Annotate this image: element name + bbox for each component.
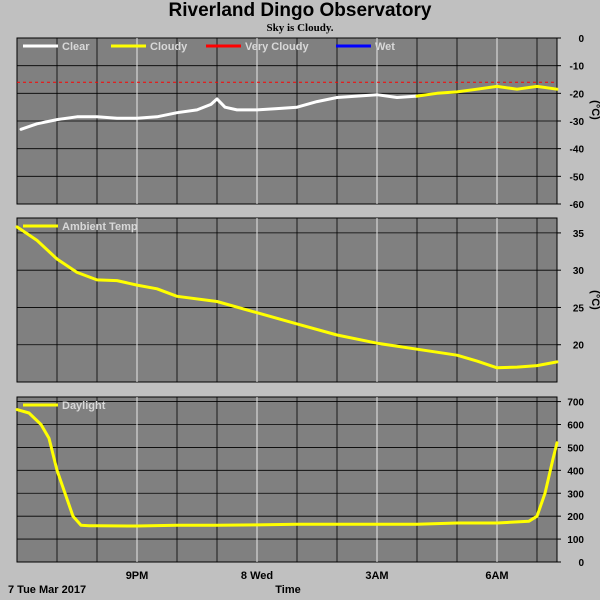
- y-axis-unit-label: (°C): [589, 100, 600, 120]
- y-tick-label: 200: [567, 512, 584, 523]
- y-tick-label: -40: [570, 145, 585, 156]
- chart-title: Riverland Dingo Observatory: [168, 0, 432, 21]
- y-tick-label: 300: [567, 489, 584, 500]
- y-tick-label: -30: [570, 117, 585, 128]
- y-tick-label: -10: [570, 62, 585, 73]
- y-tick-label: 0: [578, 558, 584, 569]
- y-tick-label: -50: [570, 172, 585, 183]
- x-start-label: 7 Tue Mar 2017: [8, 584, 86, 596]
- series-line-daylight: [15, 408, 559, 528]
- y-tick-label: -20: [570, 89, 585, 100]
- ambient-temperature-panel: 35 30 25 20 Ambient Temp (°C): [15, 217, 600, 383]
- plot-area: [16, 217, 558, 383]
- legend-label: Daylight: [62, 400, 106, 412]
- daylight-panel: 700 600 500 400 300 200 100 0 Daylight: [15, 396, 584, 569]
- legend-label: Clear: [62, 41, 90, 53]
- series-line-cloudy: [415, 84, 559, 98]
- x-tick-label: 8 Wed: [241, 570, 273, 582]
- y-tick-label: 600: [567, 421, 584, 432]
- y-tick-label: 20: [573, 341, 585, 352]
- plot-area: [16, 396, 558, 563]
- x-tick-label: 9PM: [126, 570, 149, 582]
- legend-label: Ambient Temp: [62, 221, 138, 233]
- time-axis: 7 Tue Mar 2017 Time 9PM 8 Wed 3AM 6AM: [8, 570, 509, 596]
- y-tick-label: 700: [567, 398, 584, 409]
- x-tick-label: 3AM: [365, 570, 388, 582]
- legend-label: Wet: [375, 41, 395, 53]
- y-tick-label: 0: [578, 34, 584, 45]
- x-tick-label: 6AM: [485, 570, 508, 582]
- y-axis-unit-label: (°C): [589, 290, 600, 310]
- y-tick-label: 400: [567, 466, 584, 477]
- chart-subtitle: Sky is Cloudy.: [266, 22, 334, 34]
- sky-temperature-panel: 0 -10 -20 -30 -40 -50 -60 Clear Cloudy Very Cloud…: [16, 34, 600, 211]
- y-tick-label: 500: [567, 443, 584, 454]
- y-tick-label: 30: [573, 266, 585, 277]
- series-line-ambient-temp: [15, 225, 559, 370]
- y-tick-label: -60: [570, 200, 585, 211]
- legend-label: Very Cloudy: [245, 41, 309, 53]
- y-tick-label: 25: [573, 303, 585, 314]
- series-line-clear: [19, 93, 419, 131]
- x-axis-title: Time: [275, 584, 300, 596]
- y-tick-label: 35: [573, 229, 585, 240]
- y-tick-label: 100: [567, 535, 584, 546]
- legend-label: Cloudy: [150, 41, 188, 53]
